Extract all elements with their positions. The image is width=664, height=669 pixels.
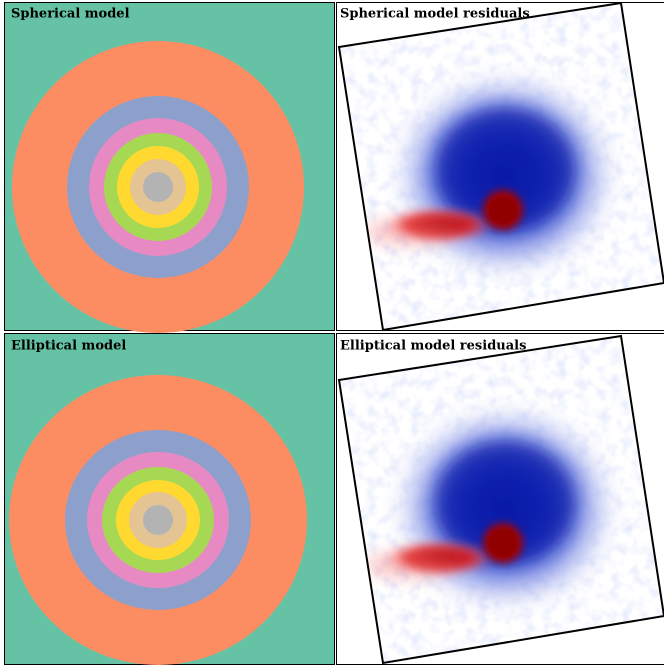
residual-map — [339, 3, 664, 330]
residual-map — [339, 336, 664, 663]
concentric-shells — [9, 375, 307, 665]
panel-elliptical-residuals: Elliptical model residuals — [336, 333, 664, 665]
concentric-shells — [12, 41, 304, 333]
panel-spherical-model: Spherical model — [4, 2, 335, 333]
panel-spherical-residuals: Spherical model residuals — [336, 2, 664, 331]
shell — [143, 172, 173, 202]
panel-title: Elliptical model — [11, 339, 126, 354]
panel-title: Spherical model residuals — [340, 7, 530, 22]
shell — [143, 505, 173, 535]
panel-title: Elliptical model residuals — [340, 339, 526, 354]
panel-elliptical-model: Elliptical model — [4, 333, 335, 665]
panel-title: Spherical model — [11, 7, 130, 22]
